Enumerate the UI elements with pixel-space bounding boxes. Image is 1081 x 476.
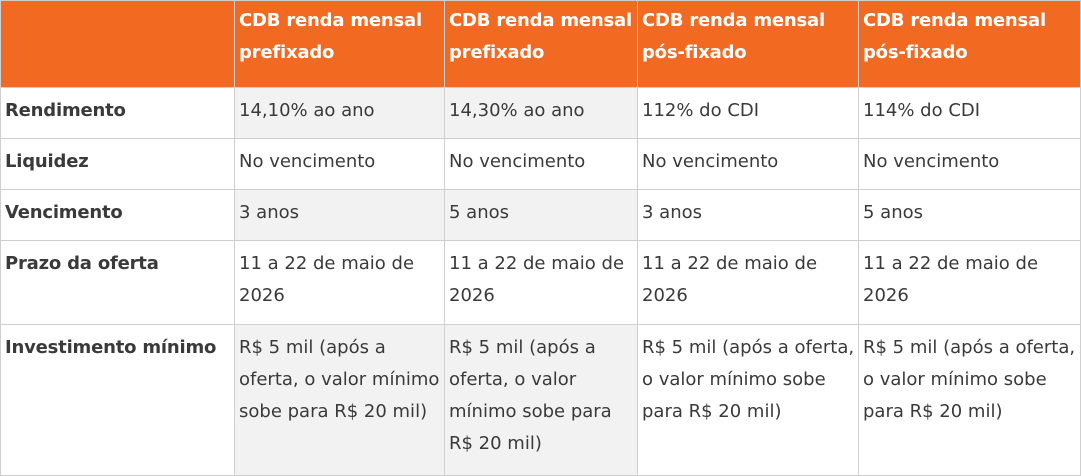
column-header-cdb-prefixado-3y: CDB renda mensal prefixado: [234, 0, 445, 88]
column-header-cdb-posfixado-5y: CDB renda mensal pós-fixado: [858, 0, 1081, 88]
row-label: Rendimento: [0, 87, 235, 139]
column-header-cdb-posfixado-3y: CDB renda mensal pós-fixado: [637, 0, 859, 88]
row-label: Prazo da oferta: [0, 240, 235, 325]
row-label: Investimento mínimo: [0, 324, 235, 476]
table-cell: 11 a 22 de maio de 2026: [637, 240, 859, 325]
table-cell: R$ 5 mil (após a oferta, o valor mínimo …: [444, 324, 638, 476]
table-cell: 3 anos: [637, 189, 859, 241]
table-cell: 11 a 22 de maio de 2026: [858, 240, 1081, 325]
table-cell: No vencimento: [444, 138, 638, 190]
table-row-liquidez: Liquidez No vencimento No vencimento No …: [0, 138, 1081, 190]
table-cell: 11 a 22 de maio de 2026: [444, 240, 638, 325]
table-row-investimento-minimo: Investimento mínimo R$ 5 mil (após a ofe…: [0, 324, 1081, 476]
header-corner-cell: [0, 0, 235, 88]
row-label: Vencimento: [0, 189, 235, 241]
table-row-vencimento: Vencimento 3 anos 5 anos 3 anos 5 anos: [0, 189, 1081, 241]
table-cell: No vencimento: [637, 138, 859, 190]
table-cell: 14,30% ao ano: [444, 87, 638, 139]
table-cell: R$ 5 mil (após a oferta, o valor mínimo …: [858, 324, 1081, 476]
table-cell: No vencimento: [234, 138, 445, 190]
table-row-rendimento: Rendimento 14,10% ao ano 14,30% ao ano 1…: [0, 87, 1081, 139]
column-header-cdb-prefixado-5y: CDB renda mensal prefixado: [444, 0, 638, 88]
table-cell: 114% do CDI: [858, 87, 1081, 139]
table-cell: No vencimento: [858, 138, 1081, 190]
table-row-prazo-da-oferta: Prazo da oferta 11 a 22 de maio de 2026 …: [0, 240, 1081, 325]
table-cell: 14,10% ao ano: [234, 87, 445, 139]
header-row: CDB renda mensal prefixado CDB renda men…: [0, 0, 1081, 88]
table-cell: 3 anos: [234, 189, 445, 241]
table-cell: 11 a 22 de maio de 2026: [234, 240, 445, 325]
row-label: Liquidez: [0, 138, 235, 190]
table-cell: R$ 5 mil (após a oferta, o valor mínimo …: [637, 324, 859, 476]
table-cell: 5 anos: [858, 189, 1081, 241]
table-cell: 5 anos: [444, 189, 638, 241]
table-cell: R$ 5 mil (após a oferta, o valor mínimo …: [234, 324, 445, 476]
table-cell: 112% do CDI: [637, 87, 859, 139]
